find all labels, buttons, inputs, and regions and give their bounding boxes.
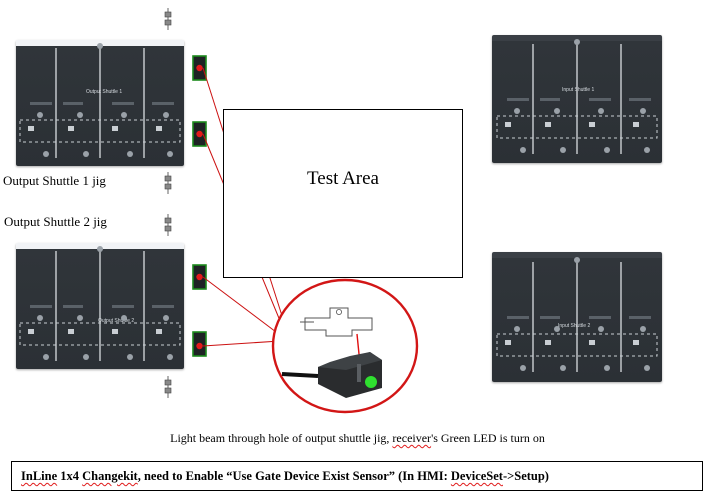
input-shuttle-2-details — [496, 256, 658, 373]
test-area: Test Area — [223, 109, 463, 278]
gate-sensor-2b — [192, 331, 207, 357]
sensor-rod-top-1 — [164, 7, 172, 31]
gate-sensor-1a — [192, 55, 207, 81]
note-changekit: Changekit — [82, 469, 138, 483]
output-shuttle-1-details — [19, 42, 181, 159]
output-shuttle-2-title: Output Shuttle 2 — [98, 318, 135, 324]
input-shuttle-1-title: Input Shuttle 1 — [562, 87, 595, 93]
sensor-rod-top-2 — [164, 213, 172, 237]
note-text-1: 1x4 — [57, 469, 83, 483]
gate-sensor-2a — [192, 264, 207, 290]
sensor-rod-bottom-2 — [164, 375, 172, 399]
sensor-illustration — [281, 307, 382, 398]
output-shuttle-2-details — [19, 245, 181, 362]
output-shuttle-1-title: Output Shuttle 1 — [86, 89, 123, 95]
caption-before: Light beam through hole of output shuttl… — [170, 431, 393, 445]
input-shuttle-1-details — [496, 38, 658, 155]
sensor-rod-bottom-1 — [164, 171, 172, 195]
test-area-label: Test Area — [306, 168, 379, 189]
note-inline: InLine — [21, 469, 58, 483]
input-shuttle-2-title: Input Shuttle 2 — [558, 323, 591, 329]
caption-after: 's Green LED is turn on — [431, 431, 545, 445]
caption-receiver: receiver — [392, 431, 432, 445]
note-text-2: , need to Enable “Use Gate Device Exist … — [137, 469, 451, 483]
setup-note: InLine 1x4 Changekit, need to Enable “Us… — [11, 461, 703, 491]
output-shuttle-2-jig-label: Output Shuttle 2 jig — [4, 214, 107, 229]
gate-sensor-1b — [192, 121, 207, 147]
diagram-caption: Light beam through hole of output shuttl… — [0, 431, 715, 446]
note-deviceset: DeviceSet — [450, 469, 503, 483]
output-shuttle-1-jig-label: Output Shuttle 1 jig — [3, 173, 106, 188]
note-text-3: ->Setup) — [502, 469, 549, 483]
